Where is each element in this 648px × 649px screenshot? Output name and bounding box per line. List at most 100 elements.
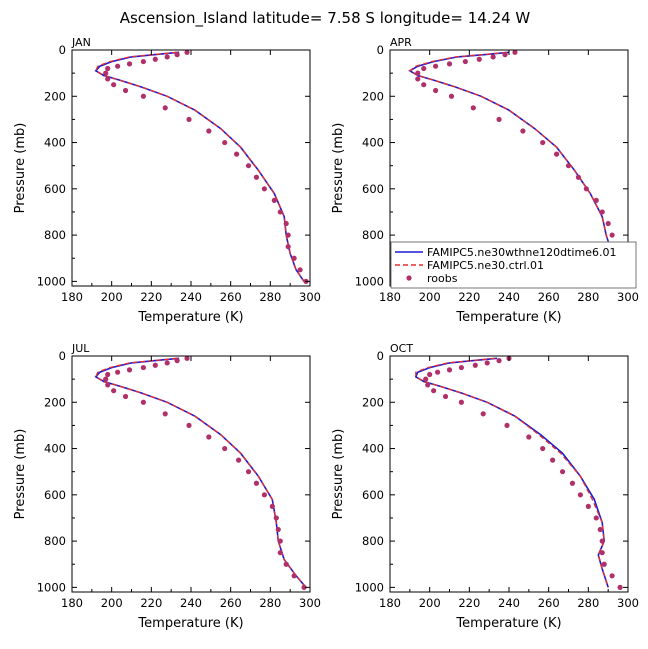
series-group [94,50,309,284]
y-axis-label: Pressure (mb) [13,429,28,520]
obs-point [111,82,117,88]
obs-point [285,232,291,238]
obs-point [253,174,260,180]
obs-point [415,70,421,76]
x-tick-label: 260 [538,290,560,304]
obs-point [540,445,546,452]
obs-point [496,358,502,364]
obs-point [277,209,283,215]
panel-apr: APR 180 200 220 240 260 280 300 0 200 400 600 800 100… [331,36,639,325]
y-tick-label: 400 [44,136,66,150]
obs-point [458,399,464,405]
panel-jul: JUL 180 200 220 240 260 280 300 0 200 400 600 800 100… [13,342,321,631]
x-axis-label: Temperature (K) [455,310,561,325]
obs-point [502,52,508,58]
y-tick-label: 200 [44,89,66,103]
legend: FAMIPC5.ne30wthne120dtime6.01FAMIPC5.ne3… [390,241,637,289]
obs-point [222,445,228,452]
y-tick-label: 1000 [37,580,66,594]
obs-point [277,538,283,544]
figure-title: Ascension_Island latitude= 7.58 S longit… [120,9,531,28]
obs-point [271,197,277,203]
obs-point [496,116,502,123]
x-tick-label: 280 [577,596,599,610]
obs-point [105,76,111,82]
plot-frame [71,49,311,287]
y-tick-label: 600 [44,488,66,502]
obs-point [421,65,427,72]
y-tick-label: 400 [362,136,384,150]
series-exp-line [414,357,609,588]
obs-point [462,58,468,65]
obs-point [593,515,599,521]
obs-point [291,255,297,261]
obs-point [126,61,133,67]
obs-point [425,382,431,388]
obs-point [122,87,129,94]
series-group [414,356,623,590]
obs-point [261,186,267,192]
obs-point [245,163,252,169]
obs-point [512,50,518,55]
obs-point [162,411,168,417]
obs-point [601,561,607,567]
obs-point [301,584,307,590]
x-axis-label: Temperature (K) [137,310,243,325]
y-tick-label: 600 [362,488,384,502]
legend-box [390,241,637,289]
y-tick-label: 600 [362,182,384,196]
x-tick-label: 300 [617,290,639,304]
obs-point [490,54,496,60]
legend-label: roobs [427,272,458,285]
series-roobs [423,356,623,590]
y-tick-label: 400 [362,442,384,456]
obs-point [583,186,589,192]
y-tick-label: 800 [362,534,384,548]
obs-point [554,151,560,157]
obs-point [575,174,582,180]
obs-point [103,70,109,76]
obs-point [617,584,623,590]
obs-point [277,550,283,556]
obs-point [520,128,526,134]
x-tick-label: 240 [180,290,202,304]
series-ctrl-line [415,357,609,588]
obs-point [431,388,437,394]
obs-point [126,367,133,373]
y-tick-label: 200 [362,395,384,409]
obs-point [599,550,605,556]
x-tick-label: 240 [498,596,520,610]
obs-point [245,469,252,475]
obs-point [152,56,158,62]
x-tick-label: 220 [140,290,162,304]
obs-point [442,393,449,400]
obs-point [186,116,192,123]
obs-point [105,65,111,72]
x-tick-label: 260 [538,596,560,610]
obs-point [111,388,117,394]
obs-point [206,434,212,440]
series-group [94,356,307,590]
obs-point [577,492,584,498]
obs-point [162,105,168,111]
y-tick-label: 1000 [355,274,384,288]
obs-point [609,232,615,238]
x-tick-label: 240 [498,290,520,304]
obs-point [291,573,297,579]
plot-frame [71,355,311,593]
obs-point [261,492,267,498]
series-ctrl-line [94,51,305,282]
obs-point [540,139,546,146]
obs-point [565,163,572,169]
obs-point [597,526,603,533]
plot-frame [389,355,629,593]
x-tick-label: 240 [180,596,202,610]
x-tick-label: 260 [220,596,242,610]
obs-point [222,139,228,146]
obs-point [599,538,605,544]
x-tick-label: 300 [299,290,321,304]
obs-point [423,376,429,382]
y-axis-label: Pressure (mb) [331,429,346,520]
obs-point [140,399,146,405]
y-tick-label: 400 [44,442,66,456]
